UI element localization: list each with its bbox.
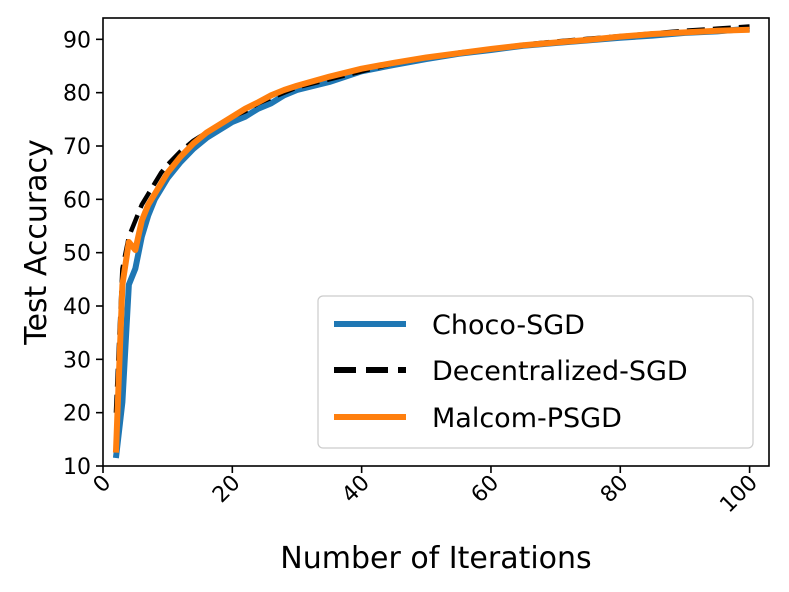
- legend-box: [317, 295, 754, 449]
- x-tick-label: 0: [89, 471, 117, 499]
- y-tick-label: 50: [63, 242, 91, 267]
- y-axis-label: Test Accuracy: [19, 139, 54, 346]
- x-tick-label: 20: [208, 471, 245, 508]
- legend-label-decentralized-sgd: Decentralized-SGD: [432, 356, 688, 387]
- plot-frame: [102, 17, 770, 467]
- x-tick-label: 40: [337, 471, 374, 508]
- x-axis-label: Number of Iterations: [280, 541, 591, 576]
- x-tick-label: 60: [467, 471, 504, 508]
- y-tick-label: 30: [63, 348, 91, 373]
- y-tick-label: 80: [63, 82, 91, 107]
- x-tick-label: 100: [715, 471, 762, 518]
- legend-label-choco-sgd: Choco-SGD: [432, 310, 585, 341]
- legend-label-malcom-psgd: Malcom-PSGD: [432, 403, 622, 434]
- x-tick-label: 80: [596, 471, 633, 508]
- y-tick-label: 90: [63, 28, 91, 53]
- legend: Choco-SGD Decentralized-SGD Malcom-PSGD: [317, 295, 754, 449]
- y-tick-label: 10: [63, 455, 91, 480]
- series-line-malcom-psgd: [112, 26, 750, 453]
- y-tick-label: 60: [63, 188, 91, 213]
- y-tick-label: 70: [63, 135, 91, 160]
- y-tick-label: 40: [63, 295, 91, 320]
- y-tick-label: 20: [63, 402, 91, 427]
